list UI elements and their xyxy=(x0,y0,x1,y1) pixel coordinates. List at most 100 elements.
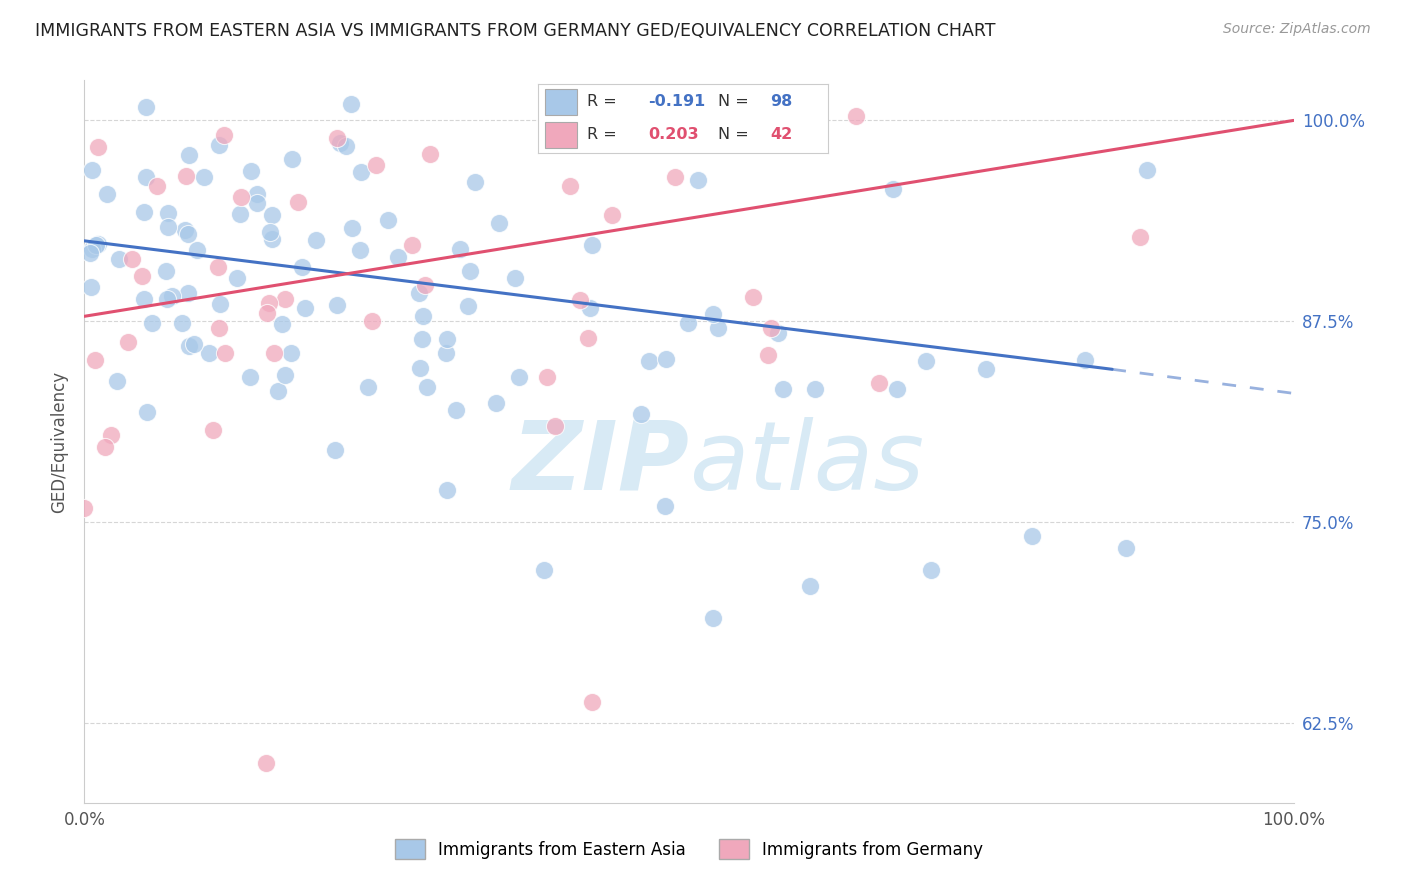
Point xyxy=(349,164,371,178)
Point xyxy=(920,563,942,577)
Point xyxy=(630,407,652,421)
Point xyxy=(581,237,603,252)
Point xyxy=(544,418,567,433)
Point xyxy=(260,232,283,246)
Point xyxy=(132,292,155,306)
Point xyxy=(638,132,661,146)
Point xyxy=(387,250,409,264)
Point xyxy=(94,440,117,454)
Point xyxy=(654,499,676,513)
Point xyxy=(366,158,388,172)
Point xyxy=(377,213,399,227)
Point xyxy=(868,376,890,391)
Point xyxy=(488,216,510,230)
Text: ZIP: ZIP xyxy=(510,417,689,509)
Point xyxy=(412,309,434,323)
Point xyxy=(117,334,139,349)
Point xyxy=(1074,353,1097,368)
Point xyxy=(702,611,724,625)
Point xyxy=(121,252,143,266)
Point xyxy=(804,382,827,396)
Point xyxy=(329,136,352,151)
Point xyxy=(974,362,997,376)
Point xyxy=(914,354,936,368)
Point xyxy=(558,178,581,193)
Point xyxy=(444,402,467,417)
Point xyxy=(702,307,724,321)
Point xyxy=(141,316,163,330)
Point xyxy=(108,252,131,266)
Point xyxy=(340,220,363,235)
Point xyxy=(799,579,821,593)
Point xyxy=(157,220,180,235)
Text: Source: ZipAtlas.com: Source: ZipAtlas.com xyxy=(1223,22,1371,37)
Point xyxy=(1129,229,1152,244)
Point xyxy=(240,164,263,178)
Point xyxy=(256,306,278,320)
Point xyxy=(146,178,169,193)
Point xyxy=(305,233,328,247)
Point xyxy=(569,293,592,307)
Point xyxy=(134,205,156,219)
Point xyxy=(335,138,357,153)
Point xyxy=(1021,529,1043,543)
Point xyxy=(80,162,103,177)
Point xyxy=(176,227,198,241)
Point xyxy=(401,237,423,252)
Point xyxy=(100,428,122,442)
Point xyxy=(408,286,430,301)
Point xyxy=(96,187,118,202)
Point xyxy=(257,296,280,310)
Point xyxy=(131,268,153,283)
Text: atlas: atlas xyxy=(689,417,924,509)
Point xyxy=(263,345,285,359)
Point xyxy=(174,222,197,236)
Point xyxy=(87,140,110,154)
Point xyxy=(201,423,224,437)
Point xyxy=(1115,541,1137,556)
Point xyxy=(260,208,283,222)
Point xyxy=(135,169,157,184)
Point xyxy=(281,153,304,167)
Point xyxy=(508,370,530,384)
Point xyxy=(80,242,103,256)
Point xyxy=(254,756,277,770)
Point xyxy=(155,264,177,278)
Point xyxy=(246,187,269,202)
Legend: Immigrants from Eastern Asia, Immigrants from Germany: Immigrants from Eastern Asia, Immigrants… xyxy=(395,839,983,860)
Point xyxy=(419,146,441,161)
Point xyxy=(464,175,486,189)
Point xyxy=(246,195,269,210)
Point xyxy=(274,292,297,306)
Point xyxy=(229,189,252,203)
Point xyxy=(413,278,436,293)
Point xyxy=(73,501,96,516)
Point xyxy=(266,384,288,399)
Point xyxy=(209,297,232,311)
Point xyxy=(361,314,384,328)
Point xyxy=(229,207,252,221)
Point xyxy=(157,206,180,220)
Point xyxy=(339,97,361,112)
Point xyxy=(170,316,193,330)
Point xyxy=(678,316,700,330)
Point xyxy=(107,374,129,388)
Point xyxy=(156,292,179,306)
Point xyxy=(294,301,316,316)
Point xyxy=(457,299,479,313)
Point xyxy=(186,243,208,257)
Point xyxy=(638,354,661,368)
Point xyxy=(600,208,623,222)
Point xyxy=(449,242,471,256)
Point xyxy=(176,285,198,300)
Point xyxy=(436,332,458,346)
Point xyxy=(136,405,159,419)
Point xyxy=(409,360,432,375)
Point xyxy=(357,380,380,394)
Point xyxy=(162,288,184,302)
Point xyxy=(434,345,457,359)
Point xyxy=(352,820,374,834)
Point xyxy=(226,271,249,285)
Text: IMMIGRANTS FROM EASTERN ASIA VS IMMIGRANTS FROM GERMANY GED/EQUIVALENCY CORRELAT: IMMIGRANTS FROM EASTERN ASIA VS IMMIGRAN… xyxy=(35,22,995,40)
Point xyxy=(664,169,686,184)
